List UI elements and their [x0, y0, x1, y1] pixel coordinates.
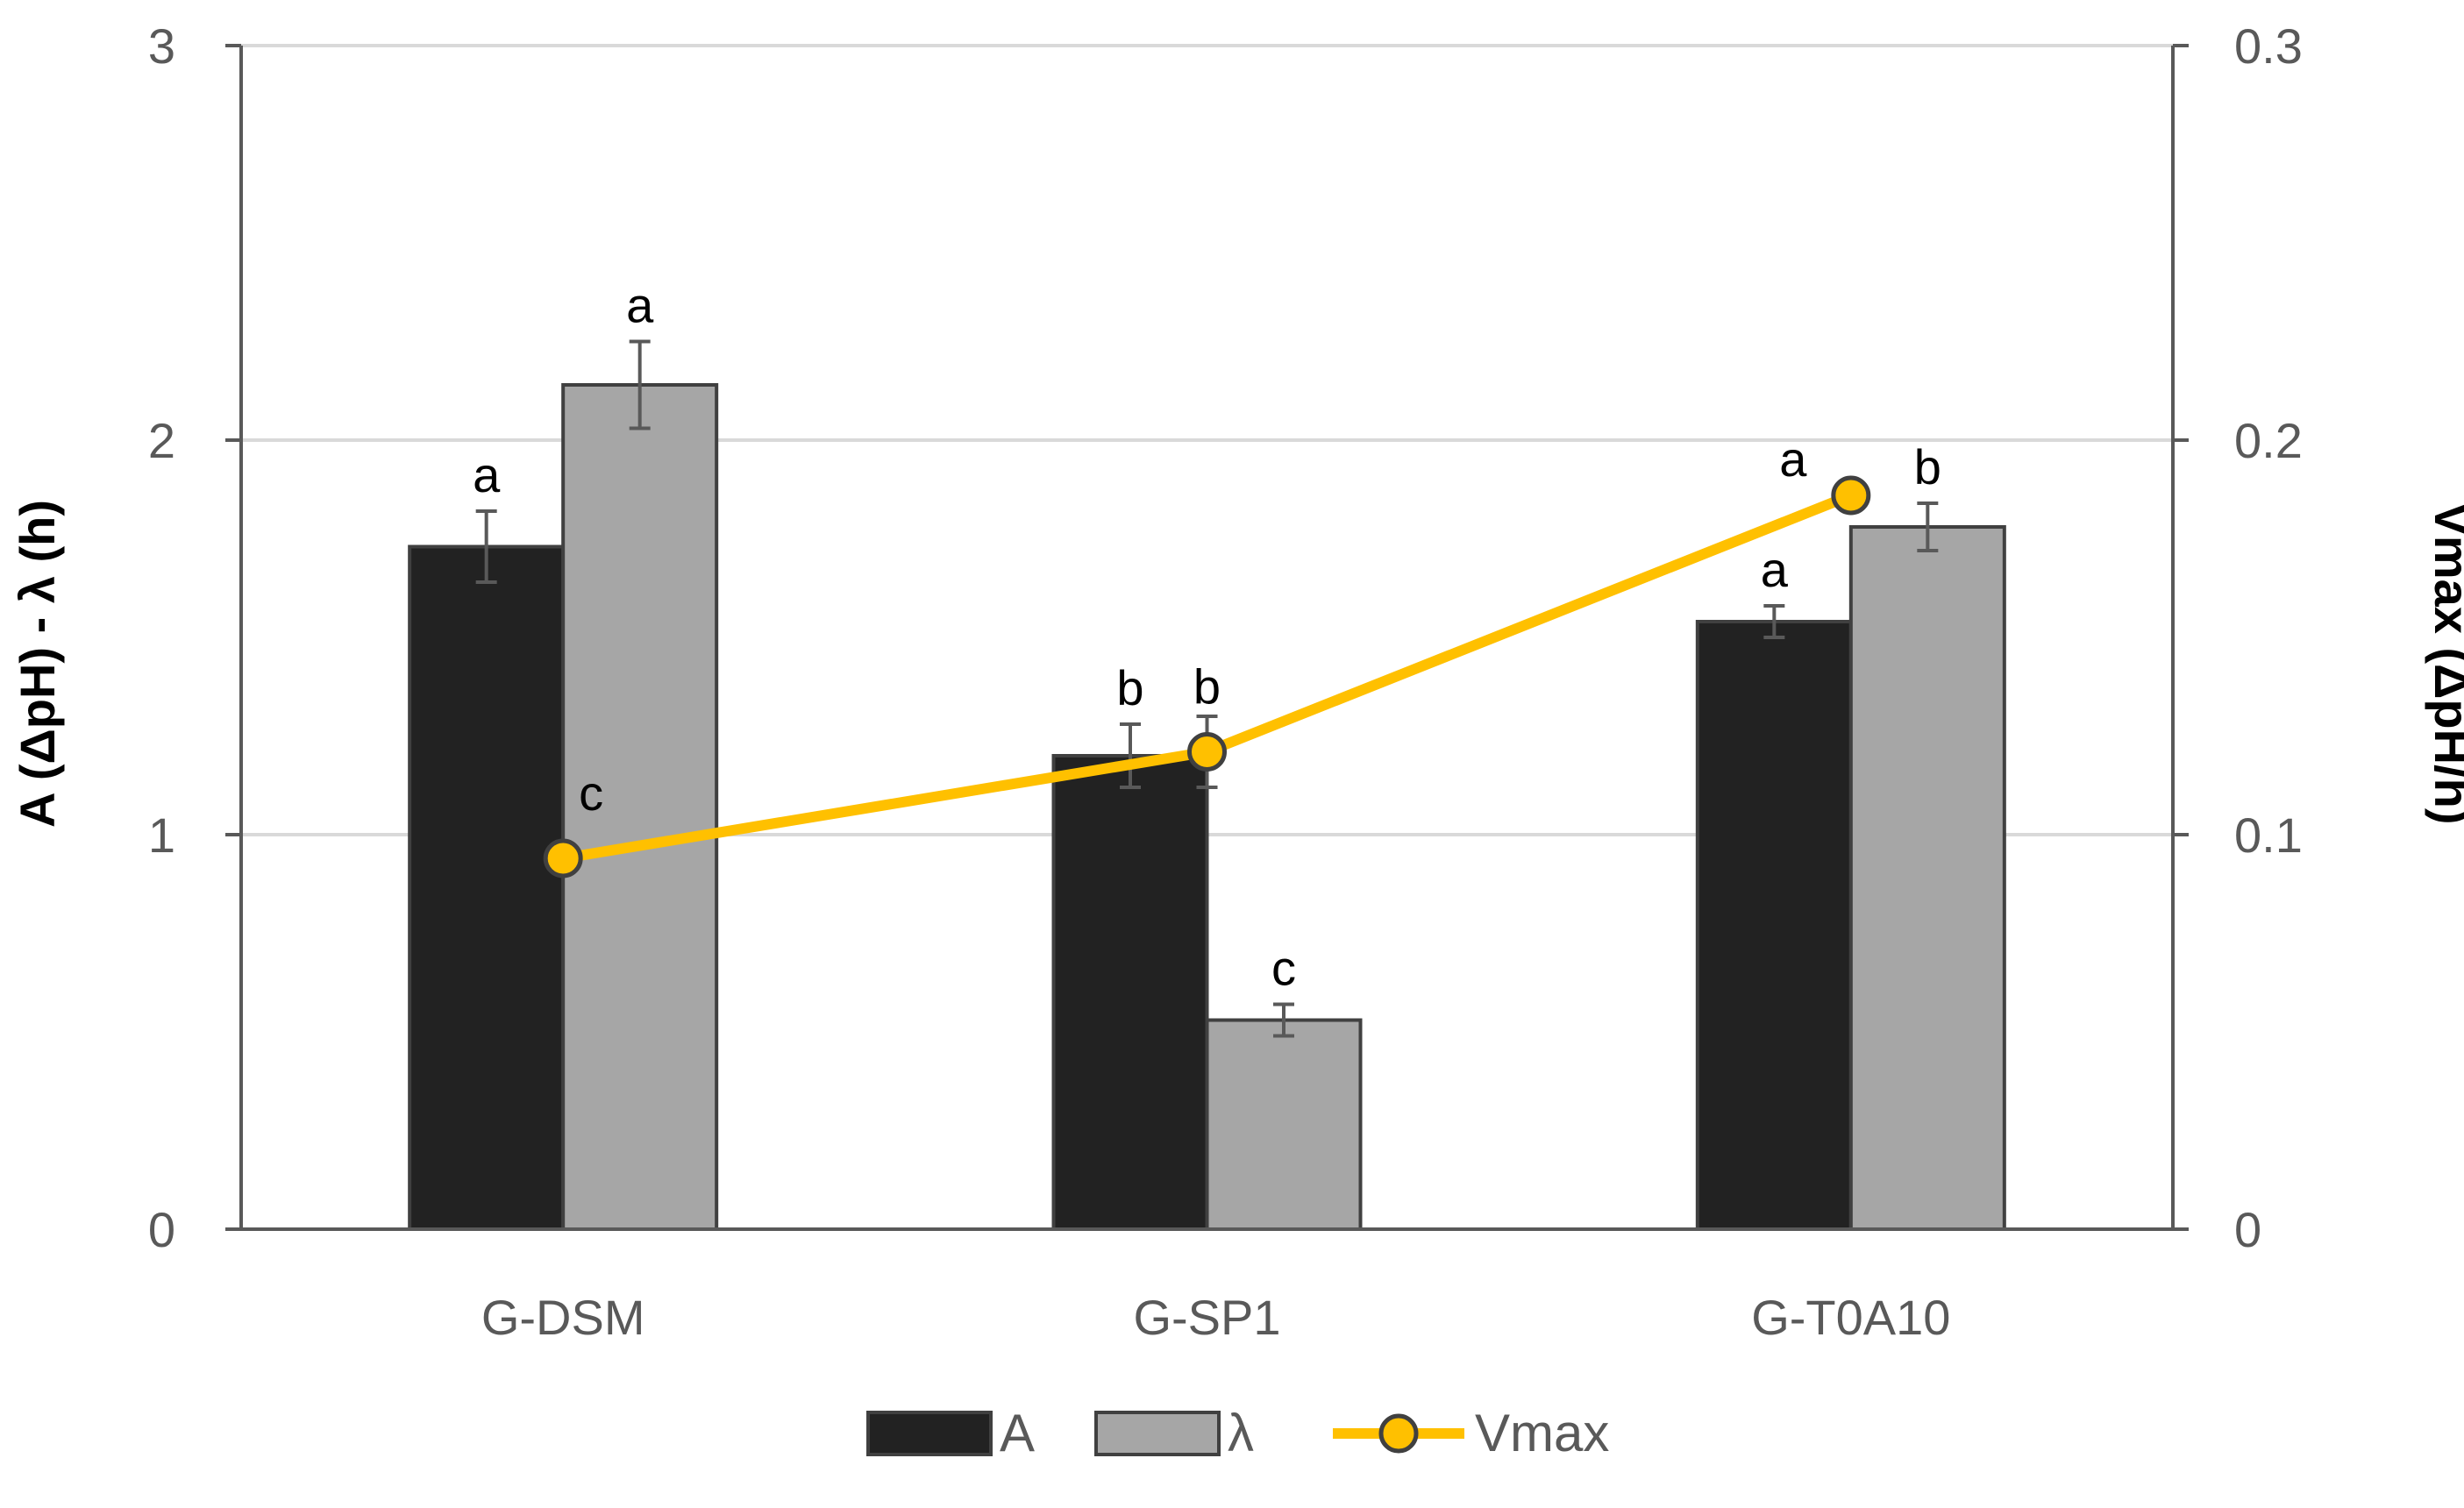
significance-letter: a — [473, 447, 501, 502]
significance-letter: a — [626, 278, 654, 333]
legend-swatch-λ — [1094, 1411, 1221, 1456]
significance-letter: c — [1271, 941, 1296, 996]
y2-tick-label: 0.1 — [2234, 807, 2303, 863]
legend-label: A — [1000, 1404, 1035, 1462]
legend-swatch-marker — [1378, 1413, 1419, 1454]
significance-letter: a — [1761, 542, 1789, 597]
y-tick-label: 3 — [148, 18, 175, 74]
bar-λ — [1205, 1018, 1363, 1231]
bar-A — [408, 544, 566, 1231]
y2-tick-label: 0.2 — [2234, 413, 2303, 468]
vmax-significance-letter: b — [1193, 659, 1221, 715]
vmax-point — [543, 838, 583, 878]
vmax-point — [1831, 475, 1871, 516]
y-tick-label: 2 — [148, 413, 175, 468]
legend-label: Vmax — [1475, 1404, 1609, 1462]
vmax-significance-letter: c — [579, 765, 603, 821]
axis-titles: A (ΔpH) - λ (h) Vmax (ΔpH/h) — [10, 500, 2464, 828]
bar-λ — [1848, 525, 2006, 1231]
y2-tick-label: 0 — [2234, 1202, 2261, 1257]
x-tick-label: G-SP1 — [1133, 1290, 1280, 1345]
vmax-significance-letter: a — [1779, 431, 1807, 487]
bars — [408, 339, 2006, 1231]
x-tick-label: G-T0A10 — [1751, 1290, 1950, 1345]
y2-axis-title: Vmax (ΔpH/h) — [2425, 503, 2464, 825]
significance-letter: b — [1914, 439, 1941, 494]
bar-A — [1695, 620, 1853, 1231]
axes — [225, 44, 2189, 1231]
y-tick-label: 1 — [148, 807, 175, 863]
y-axis-title: A (ΔpH) - λ (h) — [10, 500, 65, 828]
significance-letter: b — [1116, 660, 1143, 715]
bar-λ — [561, 383, 719, 1231]
vmax-point — [1187, 732, 1227, 772]
y-tick-label: 0 — [148, 1202, 175, 1257]
legend-label: λ — [1228, 1404, 1254, 1462]
tick-labels: 0 1 2 3 0 0.1 0.2 0.3 G-DSM G-SP1 G-T0A10 — [148, 18, 2303, 1345]
bar-A — [1051, 754, 1209, 1231]
y2-tick-label: 0.3 — [2234, 18, 2303, 74]
vmax-line-layer — [543, 475, 1871, 878]
legend-swatch-A — [866, 1411, 993, 1456]
x-tick-label: G-DSM — [481, 1290, 645, 1345]
